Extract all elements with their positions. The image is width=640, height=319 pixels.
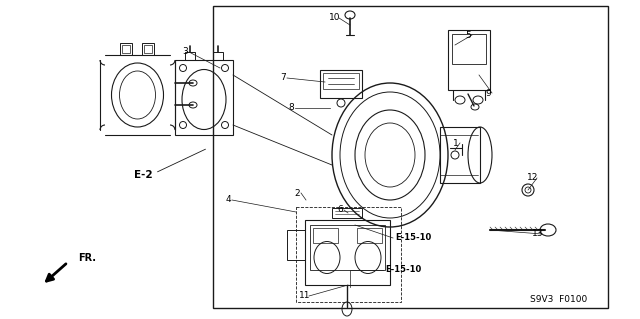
Bar xyxy=(120,43,132,55)
Text: 12: 12 xyxy=(527,174,539,182)
Text: S9V3  F0100: S9V3 F0100 xyxy=(530,295,588,305)
Text: 8: 8 xyxy=(288,103,294,113)
Bar xyxy=(144,45,152,53)
Bar xyxy=(296,207,401,302)
Text: E-15-10: E-15-10 xyxy=(395,234,431,242)
Text: 3: 3 xyxy=(182,48,188,56)
Bar xyxy=(323,73,359,89)
Bar xyxy=(175,60,233,135)
Bar xyxy=(287,230,305,260)
Bar xyxy=(310,225,385,270)
Text: 11: 11 xyxy=(300,292,311,300)
Text: FR.: FR. xyxy=(78,253,96,263)
Bar xyxy=(357,228,382,243)
Bar xyxy=(213,6,608,308)
Text: E-15-10: E-15-10 xyxy=(385,265,421,275)
Bar xyxy=(185,52,195,60)
Text: 13: 13 xyxy=(532,229,544,239)
Bar xyxy=(142,43,154,55)
Text: 10: 10 xyxy=(329,13,340,23)
Text: 4: 4 xyxy=(225,196,231,204)
Text: 1: 1 xyxy=(453,138,459,147)
Bar xyxy=(332,208,362,218)
Text: 9: 9 xyxy=(485,88,491,98)
Bar xyxy=(213,52,223,60)
Bar xyxy=(440,127,480,183)
Text: 6: 6 xyxy=(337,205,343,214)
Bar xyxy=(305,220,390,285)
Text: E-2: E-2 xyxy=(134,170,152,180)
Text: 2: 2 xyxy=(294,189,300,197)
Text: 7: 7 xyxy=(280,73,286,83)
Bar xyxy=(448,30,490,90)
Bar xyxy=(313,228,338,243)
Bar xyxy=(452,34,486,64)
Bar xyxy=(320,70,362,98)
Bar xyxy=(122,45,130,53)
Text: 5: 5 xyxy=(465,31,471,40)
